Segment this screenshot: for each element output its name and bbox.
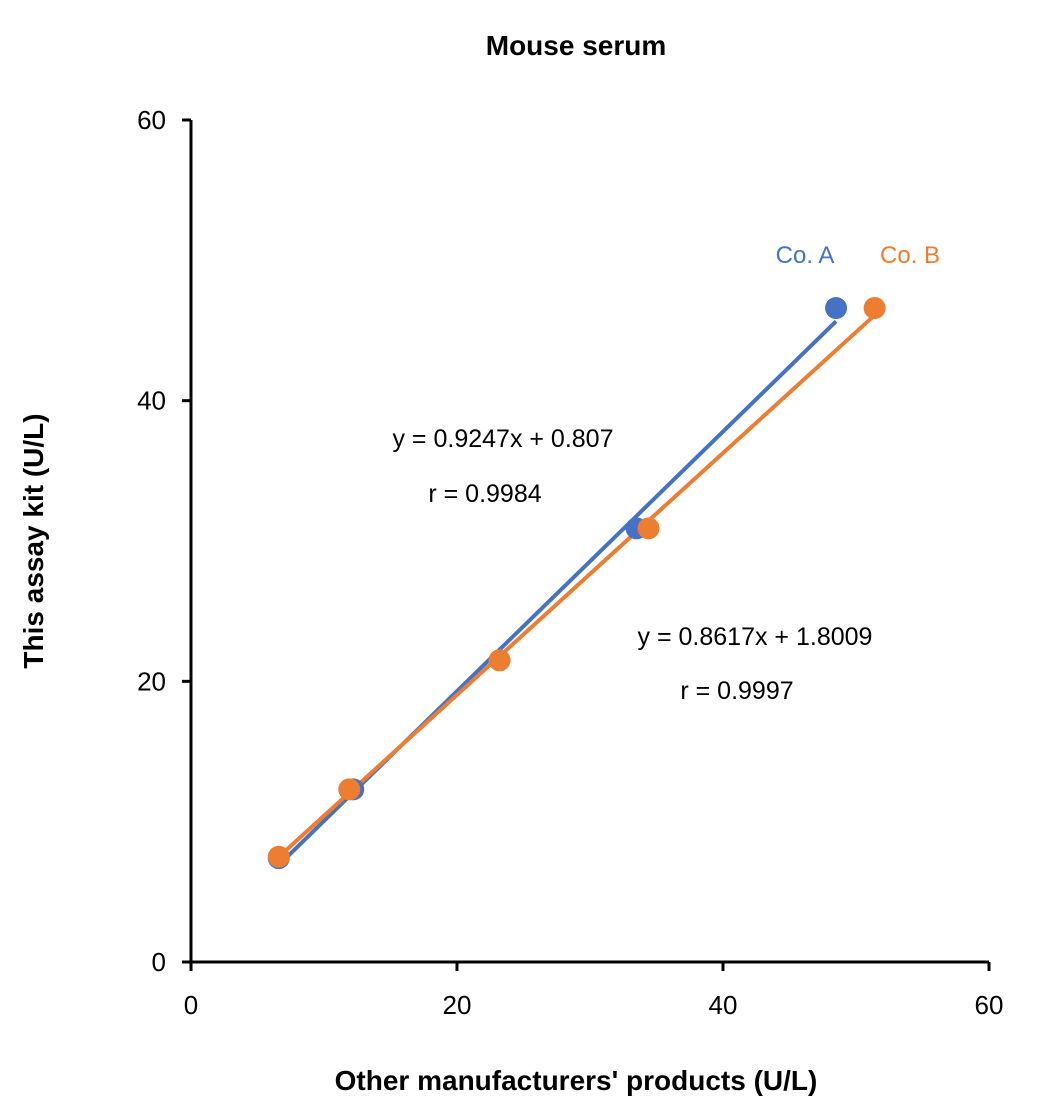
y-tick-label: 20 [137,666,166,696]
trendline-co-b [277,313,876,859]
series-label-co-a: Co. A [776,242,835,269]
x-tick-label: 60 [975,990,1004,1020]
data-point-co-b [488,649,511,672]
y-tick-label: 60 [137,105,166,135]
y-axis-title: This assay kit (U/L) [18,413,49,668]
equation-co-a: y = 0.9247x + 0.807 [392,425,613,453]
data-point-co-b [637,517,660,540]
series-label-co-b: Co. B [880,242,940,269]
r-label-co-b: r = 0.9997 [680,677,793,705]
data-points [267,297,886,870]
x-tick-label: 40 [709,990,738,1020]
x-tick-label: 0 [184,990,198,1020]
y-tick-label: 0 [152,947,166,977]
data-point-co-a [825,297,848,320]
y-tick-label: 40 [137,386,166,416]
equation-co-b: y = 0.8617x + 1.8009 [638,623,873,651]
trendlines [277,313,876,867]
chart-title: Mouse serum [486,30,667,61]
x-axis-title: Other manufacturers' products (U/L) [335,1065,818,1096]
data-point-co-b [267,845,290,868]
axes: 0 20 40 60 0 20 40 60 [137,105,1003,1020]
r-label-co-a: r = 0.9984 [428,480,541,508]
data-point-co-b [863,297,886,320]
x-tick-label: 20 [443,990,472,1020]
data-point-co-b [338,778,361,801]
